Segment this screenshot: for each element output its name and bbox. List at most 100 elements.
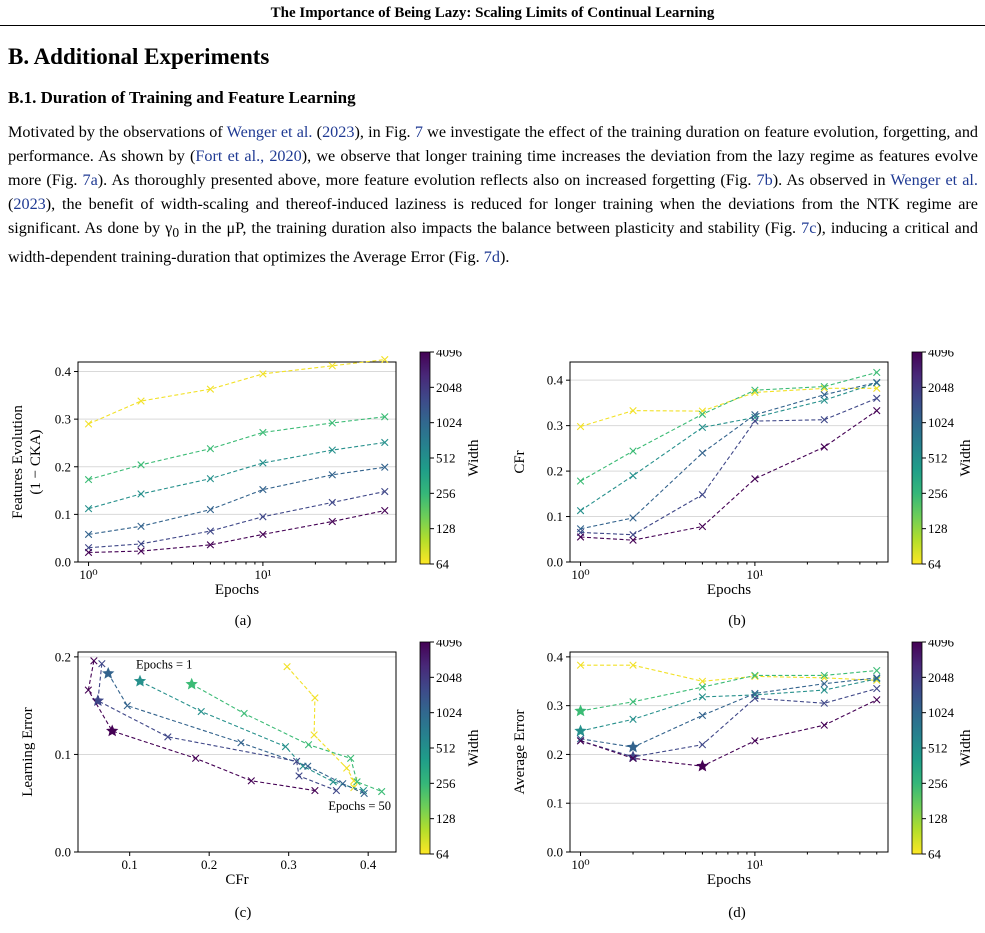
colorbar-tick-label: 64 xyxy=(436,557,450,572)
running-title: The Importance of Being Lazy: Scaling Li… xyxy=(270,5,715,21)
data-point-x xyxy=(698,711,707,720)
series-line-width-256 xyxy=(139,680,364,792)
data-point-x xyxy=(206,541,215,549)
data-point-x xyxy=(629,754,637,763)
data-point-x xyxy=(873,696,881,704)
data-point-x xyxy=(751,417,759,425)
x-tick-label: 10⁰ xyxy=(571,857,589,872)
x-tick-label: 10¹ xyxy=(746,567,763,582)
colorbar-tick-label: 2048 xyxy=(436,380,462,395)
data-point-x xyxy=(259,428,267,437)
x-tick-label: 0.4 xyxy=(360,857,377,872)
colorbar-tick-label: 256 xyxy=(436,776,456,791)
y-tick-label: 0.3 xyxy=(547,698,563,713)
series-line-width-2048 xyxy=(580,699,877,767)
data-point-x xyxy=(698,522,707,531)
citation-link[interactable]: Wenger et al. xyxy=(890,171,978,189)
data-point-x xyxy=(339,780,347,788)
caption-d: (d) xyxy=(728,905,746,921)
data-point-x xyxy=(84,420,93,428)
series-line-width-128 xyxy=(580,669,877,712)
series-line-width-2048 xyxy=(87,660,315,792)
y-axis-label-unit: (1 − CKA) xyxy=(28,429,44,494)
y-tick-label: 0.4 xyxy=(547,373,564,388)
x-tick-label: 10⁰ xyxy=(571,567,589,582)
y-tick-label: 0.0 xyxy=(547,845,563,860)
y-tick-label: 0.2 xyxy=(55,649,71,664)
annotation: Epochs = 1 xyxy=(136,658,192,672)
colorbar xyxy=(419,351,431,565)
colorbar xyxy=(911,351,923,565)
y-tick-label: 0.2 xyxy=(55,459,71,474)
data-point-x xyxy=(698,410,707,418)
data-point-x xyxy=(629,531,637,539)
citation-link[interactable]: Fort et al., 2020 xyxy=(195,147,302,165)
data-point-x xyxy=(576,737,585,745)
y-tick-label: 0.4 xyxy=(547,649,564,664)
data-point-x xyxy=(751,386,759,394)
y-tick-label: 0.1 xyxy=(55,747,71,762)
series-line-width-128 xyxy=(191,683,382,793)
section-title: B. Additional Experiments xyxy=(8,44,270,69)
series-line-width-128 xyxy=(88,416,385,481)
colorbar-tick-label: 4096 xyxy=(928,350,955,360)
y-axis-label: Features Evolution xyxy=(10,405,26,519)
data-point-x xyxy=(820,699,828,707)
colorbar-tick-label: 64 xyxy=(928,847,942,862)
data-point-x xyxy=(84,530,93,539)
y-tick-label: 0.3 xyxy=(547,418,563,433)
series-line-width-64 xyxy=(88,359,385,425)
citation-year-link[interactable]: 2023 xyxy=(322,123,355,141)
data-point-star xyxy=(133,674,147,687)
data-point-x xyxy=(381,463,389,471)
data-point-x xyxy=(576,506,585,515)
y-tick-label: 0.4 xyxy=(55,364,72,379)
colorbar-tick-label: 512 xyxy=(436,451,456,466)
colorbar-tick-label: 256 xyxy=(928,486,948,501)
x-tick-label: 0.2 xyxy=(201,857,217,872)
figure-ref-link[interactable]: 7b xyxy=(756,171,773,189)
data-point-x xyxy=(311,694,319,702)
x-tick-label: 10¹ xyxy=(746,857,763,872)
data-point-x xyxy=(381,487,389,496)
data-point-x xyxy=(820,391,828,399)
data-point-x xyxy=(346,754,355,763)
data-point-x xyxy=(304,740,313,749)
data-point-x xyxy=(259,530,267,539)
colorbar-label: Width xyxy=(958,729,974,766)
colorbar-tick-label: 4096 xyxy=(928,640,955,650)
colorbar-tick-label: 64 xyxy=(928,557,942,572)
plot-frame xyxy=(77,651,397,853)
data-point-x xyxy=(629,447,637,455)
data-point-x xyxy=(206,527,215,535)
y-tick-label: 0.2 xyxy=(547,464,563,479)
data-point-x xyxy=(328,362,336,370)
data-point-x xyxy=(84,686,93,694)
data-point-x xyxy=(295,772,303,780)
y-tick-label: 0.2 xyxy=(547,747,563,762)
colorbar-tick-label: 128 xyxy=(436,811,456,826)
data-point-x xyxy=(283,662,291,671)
y-tick-label: 0.3 xyxy=(55,412,71,427)
data-point-x xyxy=(328,498,336,507)
figure-ref-link[interactable]: 7d xyxy=(483,248,500,267)
data-point-x xyxy=(381,438,389,447)
data-point-x xyxy=(698,407,707,415)
series-line-width-1024 xyxy=(580,688,877,758)
data-point-x xyxy=(137,461,145,469)
colorbar xyxy=(911,641,923,855)
data-point-x xyxy=(310,731,318,739)
data-point-x xyxy=(259,459,267,467)
citation-year-link[interactable]: 2023 xyxy=(13,195,46,213)
series-line-width-64 xyxy=(580,387,877,428)
data-point-x xyxy=(576,533,585,541)
figure-ref-link[interactable]: 7 xyxy=(414,123,423,141)
data-point-x xyxy=(206,474,215,483)
figure-ref-link[interactable]: 7c xyxy=(801,219,817,237)
data-point-star xyxy=(626,740,640,753)
citation-link[interactable]: Wenger et al. xyxy=(226,123,313,141)
annotation: Epochs = 50 xyxy=(328,799,391,813)
data-point-x xyxy=(629,715,637,724)
figure-ref-link[interactable]: 7a xyxy=(82,171,98,189)
x-tick-label: 0.1 xyxy=(122,857,138,872)
